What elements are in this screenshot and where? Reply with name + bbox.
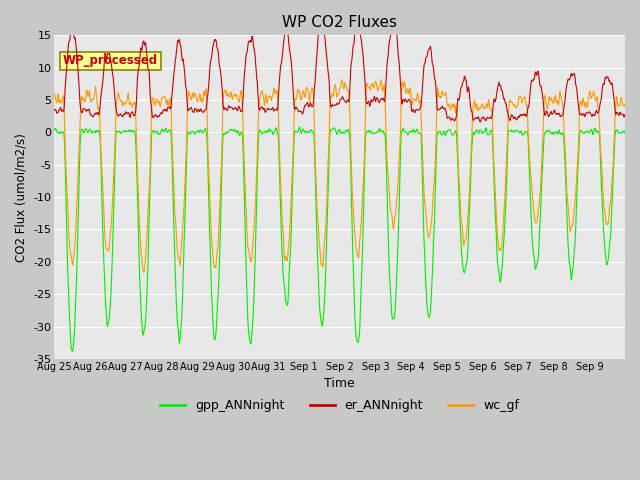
Legend: gpp_ANNnight, er_ANNnight, wc_gf: gpp_ANNnight, er_ANNnight, wc_gf <box>156 395 524 418</box>
Text: WP_processed: WP_processed <box>63 54 158 68</box>
X-axis label: Time: Time <box>324 377 355 390</box>
Title: WP CO2 Fluxes: WP CO2 Fluxes <box>282 15 397 30</box>
Y-axis label: CO2 Flux (umol/m2/s): CO2 Flux (umol/m2/s) <box>15 132 28 262</box>
